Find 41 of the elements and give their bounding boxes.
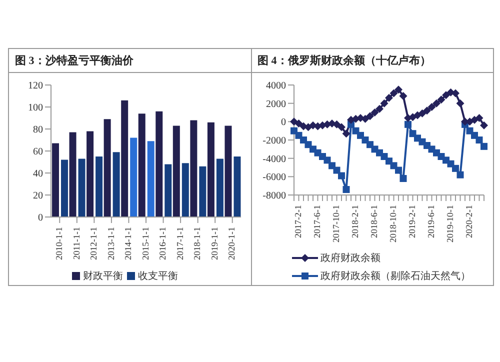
y-tick-label: 4000 — [266, 80, 286, 92]
x-tick-label: 2019-2-1 — [406, 205, 417, 238]
y-tick-label: 20 — [33, 190, 43, 202]
x-tick-label: 2015-1-1 — [140, 227, 150, 260]
x-tick-label: 2017-10-1 — [330, 205, 341, 242]
x-tick-label: 2011-1-1 — [71, 227, 82, 260]
x-tick-label: 2017-6-1 — [312, 205, 322, 238]
x-tick-label: 2018-2-1 — [350, 205, 360, 238]
x-tick-label: 2019-10-1 — [444, 205, 455, 242]
x-tick-label: 2017-2-1 — [292, 205, 303, 238]
y-tick-label: 2000 — [266, 98, 286, 110]
y-tick-label: 0 — [38, 212, 43, 224]
y-tick-label: -6000 — [262, 172, 286, 184]
x-tick-label: 2018-10-1 — [388, 205, 398, 242]
x-tick-label: 2019-1-1 — [209, 227, 220, 260]
legend-label: 政府财政余额（剔除石油天然气） — [320, 270, 470, 283]
y-tick-label: 100 — [28, 102, 43, 114]
y-tick-label: 80 — [33, 124, 43, 136]
chart-title: 图 3：沙特盈亏平衡油价 — [9, 49, 250, 73]
x-tick-label: 2012-1-1 — [88, 227, 99, 260]
x-tick-label: 2020-1-1 — [226, 227, 237, 260]
x-tick-label: 2019-6-1 — [426, 205, 436, 238]
x-tick-label: 2018-1-1 — [192, 227, 202, 260]
y-tick-label: 60 — [33, 146, 43, 158]
x-tick-label: 2016-1-1 — [158, 227, 168, 260]
x-tick-label: 2017-1-1 — [174, 227, 185, 260]
y-tick-label: 0 — [280, 117, 286, 128]
y-tick-label: -2000 — [262, 136, 286, 147]
x-tick-label: 2014-1-1 — [123, 227, 134, 260]
y-tick-label: 120 — [28, 80, 43, 92]
legend-label: 政府财政余额 — [320, 252, 380, 265]
chart-title: 图 4：俄罗斯财政余额（十亿卢布） — [252, 49, 493, 73]
x-tick-label: 2013-1-1 — [106, 227, 116, 260]
legend-label: 收支平衡 — [138, 270, 178, 283]
x-tick-label: 2018-6-1 — [368, 205, 379, 238]
legend-label: 财政平衡 — [83, 270, 123, 283]
x-tick-label: 2020-2-1 — [464, 205, 474, 238]
y-tick-label: 40 — [33, 168, 43, 180]
y-tick-label: -8000 — [262, 190, 286, 202]
x-tick-label: 2010-1-1 — [54, 227, 64, 260]
y-tick-label: -4000 — [262, 154, 286, 165]
